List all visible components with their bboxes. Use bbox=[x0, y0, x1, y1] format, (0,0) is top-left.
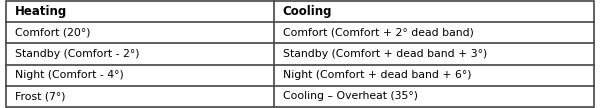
Text: Standby (Comfort - 2°): Standby (Comfort - 2°) bbox=[15, 49, 139, 59]
Text: Heating: Heating bbox=[15, 5, 67, 18]
Text: Cooling – Overheat (35°): Cooling – Overheat (35°) bbox=[283, 91, 418, 101]
Text: Frost (7°): Frost (7°) bbox=[15, 91, 65, 101]
Text: Standby (Comfort + dead band + 3°): Standby (Comfort + dead band + 3°) bbox=[283, 49, 487, 59]
Text: Night (Comfort + dead band + 6°): Night (Comfort + dead band + 6°) bbox=[283, 70, 471, 80]
Text: Night (Comfort - 4°): Night (Comfort - 4°) bbox=[15, 70, 124, 80]
Text: Cooling: Cooling bbox=[283, 5, 332, 18]
Text: Comfort (20°): Comfort (20°) bbox=[15, 28, 91, 38]
Text: Comfort (Comfort + 2° dead band): Comfort (Comfort + 2° dead band) bbox=[283, 28, 473, 38]
